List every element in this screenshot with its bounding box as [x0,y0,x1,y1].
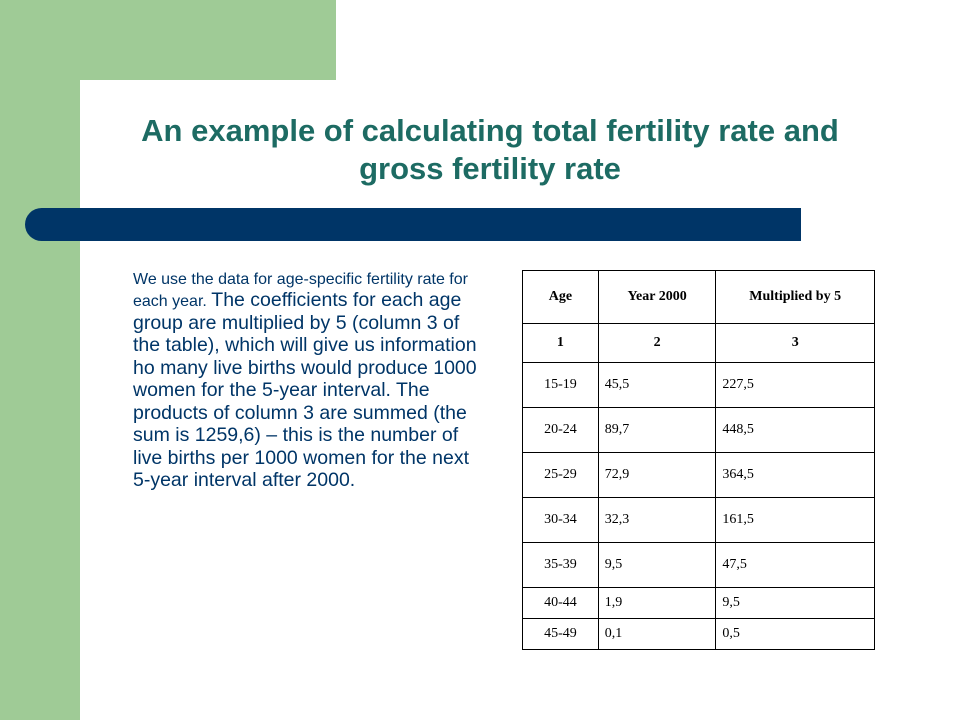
age-cell: 20-24 [522,407,599,453]
fertility-table: Age Year 2000 Multiplied by 5 1 2 3 15-1… [522,270,875,650]
header-multiplied: Multiplied by 5 [715,270,875,324]
table-row: 45-49 0,1 0,5 [522,618,875,650]
age-cell: 45-49 [522,618,599,650]
multiplied-cell: 364,5 [715,452,875,498]
top-corner-block [0,0,336,80]
year-2000-cell: 89,7 [597,407,717,453]
slide-title: An example of calculating total fertilit… [92,112,888,188]
multiplied-cell: 47,5 [715,542,875,588]
multiplied-cell: 9,5 [715,587,875,619]
column-number-row: 1 2 3 [522,323,875,363]
column-number: 2 [597,323,717,363]
table-row: 40-44 1,9 9,5 [522,587,875,619]
table-row: 30-34 32,3 161,5 [522,497,875,543]
multiplied-cell: 448,5 [715,407,875,453]
year-2000-cell: 72,9 [597,452,717,498]
year-2000-cell: 9,5 [597,542,717,588]
table-row: 35-39 9,5 47,5 [522,542,875,588]
table-header-row: Age Year 2000 Multiplied by 5 [522,270,875,324]
column-number: 3 [715,323,875,363]
age-cell: 35-39 [522,542,599,588]
slide-title-line-2: gross fertility rate [359,151,621,186]
column-number: 1 [522,323,599,363]
title-underline-bar [25,208,801,241]
year-2000-cell: 0,1 [597,618,717,650]
header-year-2000: Year 2000 [597,270,717,324]
header-age: Age [522,270,599,324]
body-text-part-1: We use the data for age-specific fertili… [133,271,468,310]
table-row: 25-29 72,9 364,5 [522,452,875,498]
table-row: 20-24 89,7 448,5 [522,407,875,453]
age-cell: 30-34 [522,497,599,543]
age-cell: 40-44 [522,587,599,619]
multiplied-cell: 161,5 [715,497,875,543]
age-cell: 15-19 [522,362,599,408]
year-2000-cell: 32,3 [597,497,717,543]
age-cell: 25-29 [522,452,599,498]
year-2000-cell: 1,9 [597,587,717,619]
multiplied-cell: 227,5 [715,362,875,408]
multiplied-cell: 0,5 [715,618,875,650]
year-2000-cell: 45,5 [597,362,717,408]
table-row: 15-19 45,5 227,5 [522,362,875,408]
slide-title-line-1: An example of calculating total fertilit… [141,113,839,148]
body-text-part-2: The coefficients for each age group are … [133,289,477,491]
body-paragraph: We use the data for age-specific fertili… [133,270,478,492]
side-strip [0,0,80,720]
